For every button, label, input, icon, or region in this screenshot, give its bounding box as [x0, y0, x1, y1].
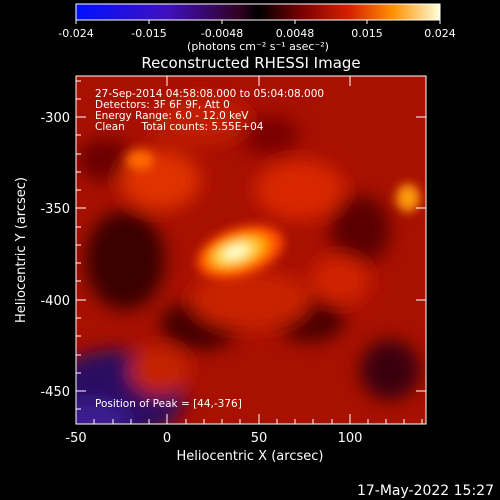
colorbar-tick-label: -0.024	[58, 27, 93, 40]
colorbar-units: (photons cm⁻² s⁻¹ asec⁻²)	[187, 40, 329, 53]
colorbar-tick-label: -0.015	[131, 27, 166, 40]
timestamp: 17-May-2022 15:27	[357, 483, 494, 499]
info-detectors: Detectors: 3F 6F 9F, Att 0	[95, 99, 230, 111]
colorbar-tick-label: 0.024	[424, 27, 456, 40]
x-tick-label: 50	[251, 431, 268, 446]
colorbar-ticks	[75, 20, 441, 24]
y-tick-label: -300	[40, 111, 70, 126]
info-time-range: 27-Sep-2014 04:58:08.000 to 05:04:08.000	[95, 88, 324, 100]
info-method: Clean Total counts: 5.55E+04	[95, 121, 264, 133]
plot-title: Reconstructed RHESSI Image	[141, 54, 360, 72]
info-energy: Energy Range: 6.0 - 12.0 keV	[95, 110, 249, 122]
colorbar-tick-label: 0.015	[351, 27, 383, 40]
plot-frame	[75, 75, 427, 425]
colorbar-frame	[75, 3, 441, 21]
y-tick-label: -350	[40, 202, 70, 217]
x-axis-label: Heliocentric X (arcsec)	[177, 449, 324, 464]
x-tick-label: 100	[338, 431, 363, 446]
colorbar-tick-label: -0.0048	[201, 27, 243, 40]
y-axis-label: Heliocentric Y (arcsec)	[14, 177, 29, 323]
rhessi-image	[76, 76, 426, 424]
x-tick-label: 0	[163, 431, 171, 446]
y-tick-label: -400	[40, 294, 70, 309]
colorbar	[76, 4, 440, 20]
colorbar-tick-label: 0.0048	[276, 27, 315, 40]
y-tick-label: -450	[40, 385, 70, 400]
x-tick-label: -50	[65, 431, 86, 446]
info-peak-position: Position of Peak = [44,-376]	[95, 398, 242, 410]
axis-ticks	[75, 76, 426, 424]
